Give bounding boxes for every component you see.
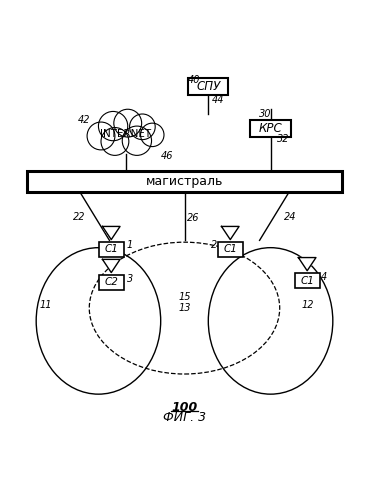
Polygon shape	[103, 227, 120, 240]
Text: 15: 15	[178, 292, 191, 302]
Circle shape	[114, 109, 142, 137]
Text: 11: 11	[40, 300, 52, 310]
FancyBboxPatch shape	[295, 273, 320, 288]
Text: C1: C1	[223, 245, 237, 254]
Circle shape	[87, 122, 115, 150]
Text: 100: 100	[171, 401, 198, 414]
Text: 13: 13	[178, 303, 191, 313]
Text: 46: 46	[161, 151, 173, 161]
FancyBboxPatch shape	[99, 242, 124, 257]
Text: 24: 24	[284, 212, 297, 222]
Polygon shape	[221, 227, 239, 240]
Text: 40: 40	[187, 74, 200, 84]
FancyBboxPatch shape	[218, 242, 243, 257]
Polygon shape	[103, 259, 120, 272]
Text: 30: 30	[259, 109, 272, 119]
Text: C1: C1	[300, 275, 314, 285]
Circle shape	[101, 128, 129, 155]
FancyBboxPatch shape	[27, 171, 342, 193]
Text: 44: 44	[212, 95, 224, 105]
Text: 3: 3	[127, 274, 133, 284]
Circle shape	[122, 126, 152, 155]
Circle shape	[99, 111, 128, 141]
Text: СПУ: СПУ	[196, 80, 220, 93]
Text: 42: 42	[77, 115, 90, 125]
FancyBboxPatch shape	[99, 275, 124, 290]
FancyBboxPatch shape	[251, 120, 291, 137]
Text: 2: 2	[211, 241, 217, 250]
Text: КРС: КРС	[259, 122, 282, 135]
Text: ФИГ. 3: ФИГ. 3	[163, 412, 206, 425]
Text: 1: 1	[127, 241, 133, 250]
Circle shape	[130, 114, 155, 140]
Circle shape	[141, 123, 164, 147]
Text: 12: 12	[302, 300, 314, 310]
Text: 26: 26	[187, 213, 200, 223]
Text: C1: C1	[104, 245, 118, 254]
Text: 32: 32	[277, 134, 289, 144]
FancyBboxPatch shape	[188, 78, 228, 95]
Text: INTERNET: INTERNET	[100, 129, 151, 139]
Text: 22: 22	[73, 212, 85, 222]
Text: C2: C2	[104, 277, 118, 287]
Polygon shape	[299, 257, 316, 271]
Text: магистраль: магистраль	[146, 175, 223, 188]
Text: 4: 4	[321, 271, 327, 281]
